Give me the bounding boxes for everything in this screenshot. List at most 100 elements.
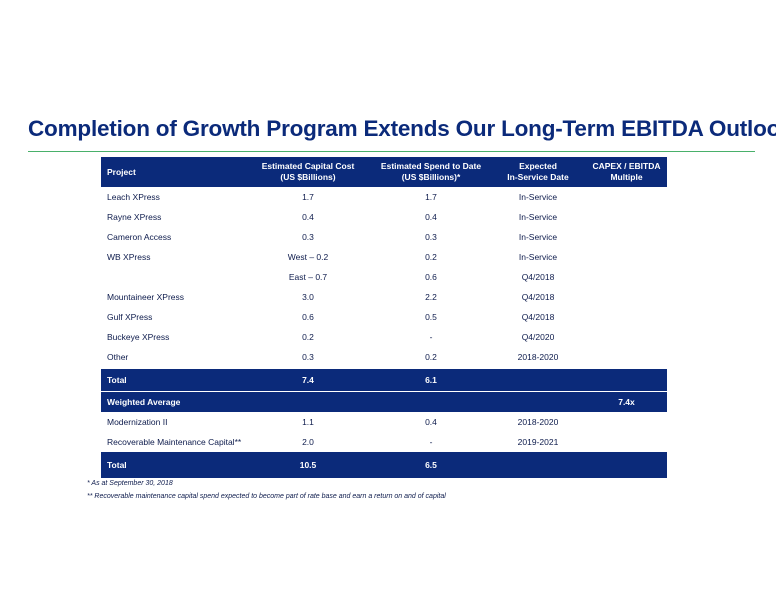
- capital-cost: East – 0.7: [288, 272, 328, 282]
- capital-cost: 3.0: [302, 292, 314, 302]
- multiple: [586, 287, 667, 307]
- capital-cost: 0.2: [302, 332, 314, 342]
- title-divider: [28, 151, 755, 152]
- capital-cost: 1.1: [302, 417, 314, 427]
- total-row: Total 7.4 6.1: [101, 367, 667, 392]
- page-title: Completion of Growth Program Extends Our…: [28, 116, 776, 141]
- project-name: [101, 267, 244, 287]
- spend-to-date: -: [429, 332, 433, 342]
- header-service-line2: In-Service Date: [507, 172, 569, 182]
- in-service-date: Q4/2018: [521, 312, 555, 322]
- grand-total-service: [490, 452, 586, 478]
- grand-total-multiple: [586, 452, 667, 478]
- in-service-date: In-Service: [518, 232, 558, 242]
- in-service-date: In-Service: [518, 252, 558, 262]
- in-service-date: 2019-2021: [517, 437, 559, 447]
- spend-to-date: -: [429, 437, 433, 447]
- spend-to-date: 0.4: [425, 417, 437, 427]
- table-row: Modernization II 1.1 0.4 2018-2020: [101, 412, 667, 432]
- project-name: Leach XPress: [107, 192, 160, 202]
- header-project: Project: [101, 157, 244, 187]
- capital-cost: 1.7: [302, 192, 314, 202]
- header-capital-cost-line1: Estimated Capital Cost: [261, 161, 355, 171]
- table-row: Mountaineer XPress 3.0 2.2 Q4/2018: [101, 287, 667, 307]
- capital-cost: 0.3: [302, 352, 314, 362]
- spend-to-date: 0.6: [425, 272, 437, 282]
- project-name: Cameron Access: [107, 232, 172, 242]
- multiple: [586, 247, 667, 267]
- weighted-average-multiple: 7.4x: [586, 391, 667, 412]
- header-spend-line2: (US $Billions)*: [401, 172, 461, 182]
- header-spend-to-date: Estimated Spend to Date (US $Billions)*: [372, 157, 490, 187]
- multiple: [586, 347, 667, 368]
- header-capital-cost: Estimated Capital Cost (US $Billions): [244, 157, 372, 187]
- multiple: [586, 207, 667, 227]
- multiple: [586, 327, 667, 347]
- header-multiple-line2: Multiple: [610, 172, 643, 182]
- project-name: Recoverable Maintenance Capital**: [107, 437, 242, 447]
- footnote-as-at: * As at September 30, 2018: [87, 480, 173, 487]
- capital-cost: 0.3: [302, 232, 314, 242]
- table-row: Gulf XPress 0.6 0.5 Q4/2018: [101, 307, 667, 327]
- total-label: Total: [101, 367, 244, 392]
- spend-to-date: 0.2: [425, 252, 437, 262]
- weighted-average-service: [490, 391, 586, 412]
- table-row: Buckeye XPress 0.2 - Q4/2020: [101, 327, 667, 347]
- project-name: Buckeye XPress: [107, 332, 170, 342]
- grand-total-row: Total 10.5 6.5: [101, 452, 667, 478]
- table-row: Recoverable Maintenance Capital** 2.0 - …: [101, 432, 667, 452]
- header-multiple-line1: CAPEX / EBITDA: [592, 161, 661, 171]
- project-name: Gulf XPress: [107, 312, 153, 322]
- weighted-average-row: Weighted Average 7.4x: [101, 391, 667, 412]
- spend-to-date: 0.3: [425, 232, 437, 242]
- weighted-average-spend: [372, 391, 490, 412]
- project-name: Other: [107, 352, 129, 362]
- spend-to-date: 0.2: [425, 352, 437, 362]
- spend-to-date: 1.7: [425, 192, 437, 202]
- project-name: Rayne XPress: [107, 212, 162, 222]
- capital-cost: 0.6: [302, 312, 314, 322]
- grand-total-spend: 6.5: [372, 452, 490, 478]
- in-service-date: In-Service: [518, 192, 558, 202]
- table-row: Rayne XPress 0.4 0.4 In-Service: [101, 207, 667, 227]
- multiple: [586, 307, 667, 327]
- in-service-date: 2018-2020: [517, 352, 559, 362]
- multiple: [586, 412, 667, 432]
- table-row: Leach XPress 1.7 1.7 In-Service: [101, 187, 667, 207]
- table-row: WB XPress West – 0.2 0.2 In-Service: [101, 247, 667, 267]
- in-service-date: Q4/2020: [521, 332, 555, 342]
- capital-cost: 2.0: [302, 437, 314, 447]
- project-name: WB XPress: [107, 252, 151, 262]
- table-row: Cameron Access 0.3 0.3 In-Service: [101, 227, 667, 247]
- header-spend-line1: Estimated Spend to Date: [380, 161, 482, 171]
- spend-to-date: 2.2: [425, 292, 437, 302]
- multiple: [586, 267, 667, 287]
- in-service-date: In-Service: [518, 212, 558, 222]
- project-name: Mountaineer XPress: [107, 292, 185, 302]
- capex-table: Project Estimated Capital Cost (US $Bill…: [101, 157, 667, 478]
- footnote-maintenance-capital: ** Recoverable maintenance capital spend…: [87, 493, 446, 500]
- total-spend: 6.1: [372, 367, 490, 392]
- in-service-date: Q4/2018: [521, 272, 555, 282]
- table-row: Other 0.3 0.2 2018-2020: [101, 347, 667, 368]
- header-in-service: Expected In-Service Date: [490, 157, 586, 187]
- header-service-line1: Expected: [519, 161, 557, 171]
- grand-total-label: Total: [101, 452, 244, 478]
- total-capital-cost: 7.4: [244, 367, 372, 392]
- capital-cost: 0.4: [302, 212, 314, 222]
- spend-to-date: 0.5: [425, 312, 437, 322]
- header-capital-cost-line2: (US $Billions): [280, 172, 336, 182]
- multiple: [586, 432, 667, 452]
- total-in-service: [490, 367, 586, 392]
- multiple: [586, 227, 667, 247]
- in-service-date: 2018-2020: [517, 417, 559, 427]
- grand-total-capital-cost: 10.5: [244, 452, 372, 478]
- capital-cost: West – 0.2: [287, 252, 329, 262]
- total-multiple: [586, 367, 667, 392]
- in-service-date: Q4/2018: [521, 292, 555, 302]
- header-multiple: CAPEX / EBITDA Multiple: [586, 157, 667, 187]
- table-header-row: Project Estimated Capital Cost (US $Bill…: [101, 157, 667, 187]
- spend-to-date: 0.4: [425, 212, 437, 222]
- multiple: [586, 187, 667, 207]
- weighted-average-label: Weighted Average: [101, 391, 372, 412]
